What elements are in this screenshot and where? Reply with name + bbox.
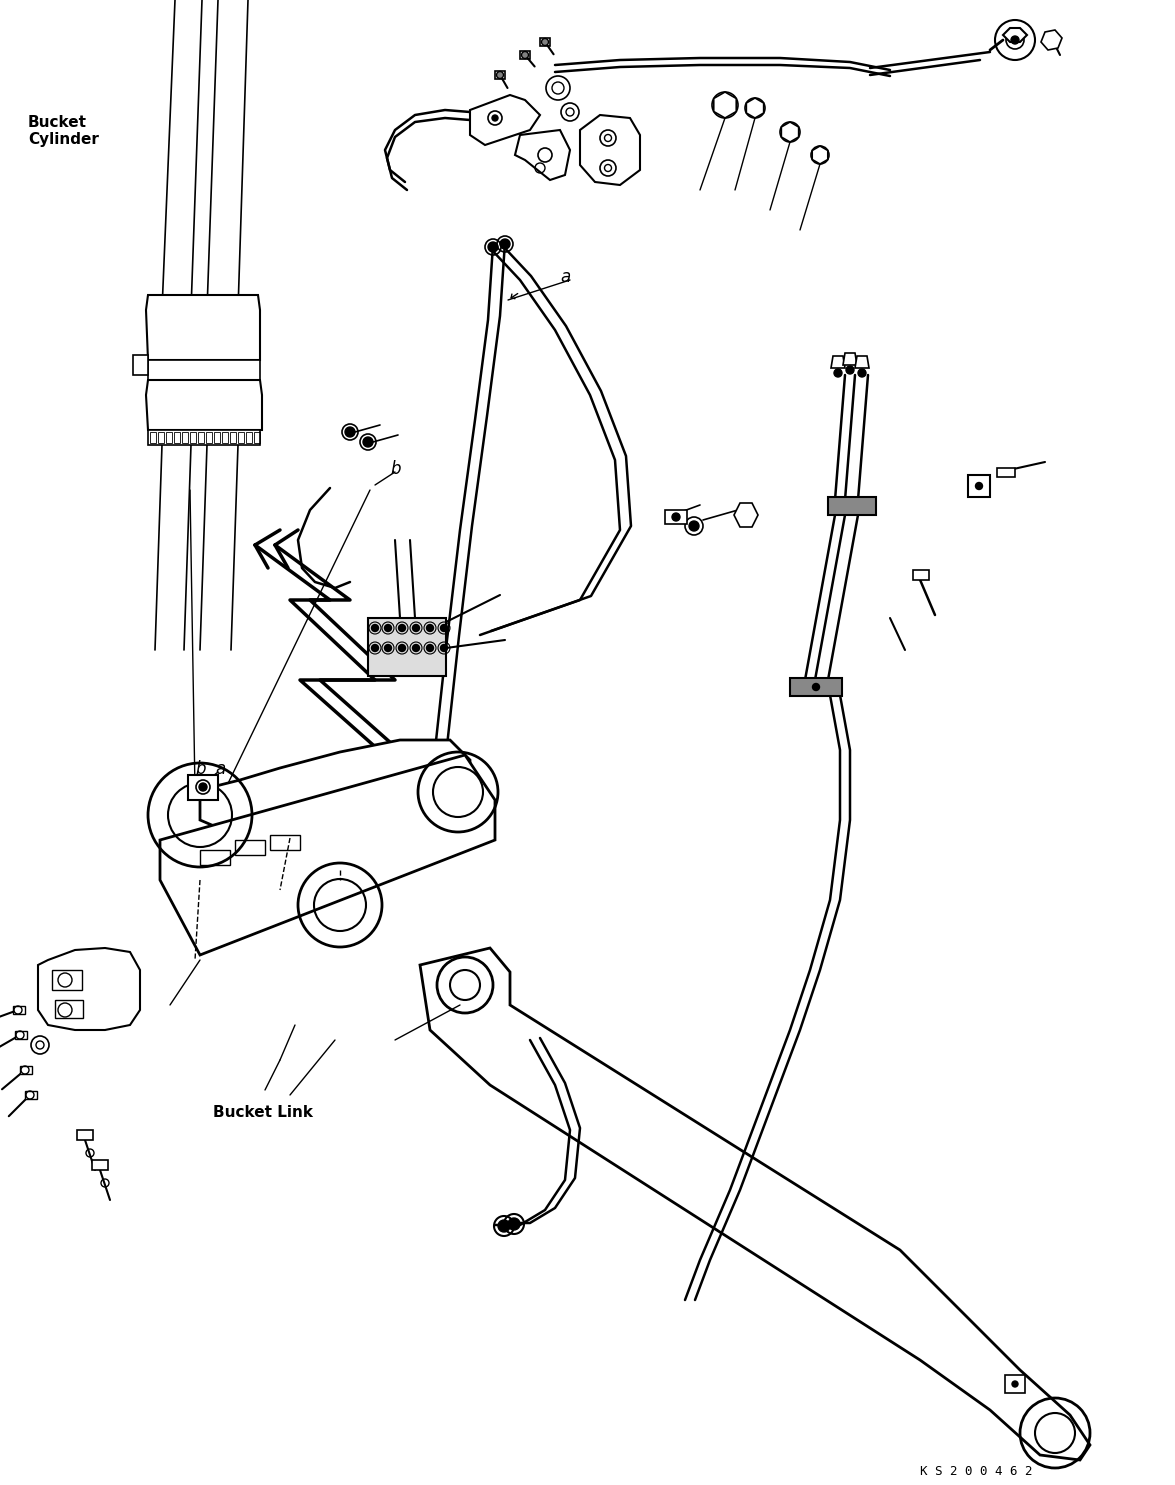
Bar [254, 432, 260, 443]
Polygon shape [38, 947, 140, 1031]
Bar [270, 835, 300, 849]
Circle shape [497, 71, 504, 79]
Polygon shape [580, 114, 640, 186]
Polygon shape [146, 296, 260, 359]
Bar [968, 475, 991, 497]
Text: Bucket
Cylinder: Bucket Cylinder [28, 114, 99, 147]
Polygon shape [148, 359, 260, 380]
Bar [540, 39, 550, 46]
Bar [13, 1005, 25, 1014]
Bar [150, 432, 156, 443]
Circle shape [427, 625, 434, 631]
Polygon shape [1041, 30, 1062, 50]
Bar [157, 432, 165, 443]
Bar [998, 468, 1015, 477]
Bar [200, 849, 230, 864]
Circle shape [441, 644, 448, 652]
Circle shape [398, 644, 405, 652]
Circle shape [508, 1218, 521, 1230]
Bar [521, 50, 530, 59]
Text: b: b [390, 460, 401, 478]
Circle shape [384, 625, 391, 631]
Polygon shape [812, 146, 828, 163]
Polygon shape [855, 356, 870, 368]
Circle shape [488, 242, 498, 252]
Circle shape [1012, 1381, 1018, 1387]
Circle shape [846, 365, 854, 374]
Polygon shape [842, 353, 857, 365]
Circle shape [1010, 36, 1019, 45]
Bar [206, 432, 212, 443]
Bar [913, 570, 929, 581]
Polygon shape [1003, 28, 1027, 42]
Circle shape [975, 483, 982, 490]
Bar [188, 775, 219, 800]
Polygon shape [470, 95, 540, 146]
Circle shape [498, 1221, 510, 1233]
Bar [222, 432, 228, 443]
Circle shape [672, 512, 680, 521]
Polygon shape [419, 947, 1090, 1460]
Circle shape [501, 239, 510, 249]
Polygon shape [200, 740, 470, 841]
Circle shape [522, 52, 529, 58]
Bar [1005, 1375, 1025, 1393]
Circle shape [363, 437, 372, 447]
Circle shape [199, 783, 207, 792]
Bar [230, 432, 236, 443]
Bar [25, 1091, 36, 1099]
Polygon shape [148, 431, 260, 446]
Circle shape [689, 521, 699, 532]
Circle shape [384, 644, 391, 652]
Polygon shape [146, 380, 262, 431]
Text: Bucket Link: Bucket Link [213, 1105, 313, 1120]
Bar [368, 618, 446, 676]
Circle shape [492, 114, 498, 120]
Bar [15, 1031, 27, 1040]
Polygon shape [160, 754, 495, 955]
Circle shape [412, 625, 419, 631]
Text: b: b [195, 760, 206, 778]
Circle shape [427, 644, 434, 652]
Bar [214, 432, 220, 443]
Polygon shape [831, 356, 845, 368]
Polygon shape [133, 355, 148, 376]
Bar [182, 432, 188, 443]
Bar [55, 999, 83, 1019]
Bar [495, 71, 505, 79]
Polygon shape [713, 92, 737, 117]
Bar [235, 841, 266, 855]
Circle shape [834, 368, 842, 377]
Bar [239, 432, 244, 443]
Text: K S 2 0 0 4 6 2: K S 2 0 0 4 6 2 [920, 1466, 1033, 1478]
Bar [190, 432, 196, 443]
Bar [92, 1160, 108, 1170]
Bar [246, 432, 251, 443]
Circle shape [542, 39, 549, 46]
Bar [52, 970, 82, 990]
Circle shape [412, 644, 419, 652]
Text: a: a [560, 267, 570, 287]
Polygon shape [515, 131, 570, 180]
Circle shape [441, 625, 448, 631]
Circle shape [398, 625, 405, 631]
Bar [199, 432, 204, 443]
Text: a: a [215, 760, 226, 778]
Polygon shape [734, 503, 758, 527]
Bar [665, 509, 687, 524]
Bar [174, 432, 180, 443]
Bar [20, 1066, 32, 1074]
Bar [790, 679, 842, 696]
Bar [166, 432, 172, 443]
Polygon shape [746, 98, 764, 117]
Circle shape [345, 428, 355, 437]
Bar [78, 1130, 93, 1140]
Bar [828, 497, 877, 515]
Circle shape [812, 683, 819, 691]
Polygon shape [781, 122, 799, 143]
Circle shape [371, 625, 378, 631]
Circle shape [371, 644, 378, 652]
Circle shape [858, 368, 866, 377]
